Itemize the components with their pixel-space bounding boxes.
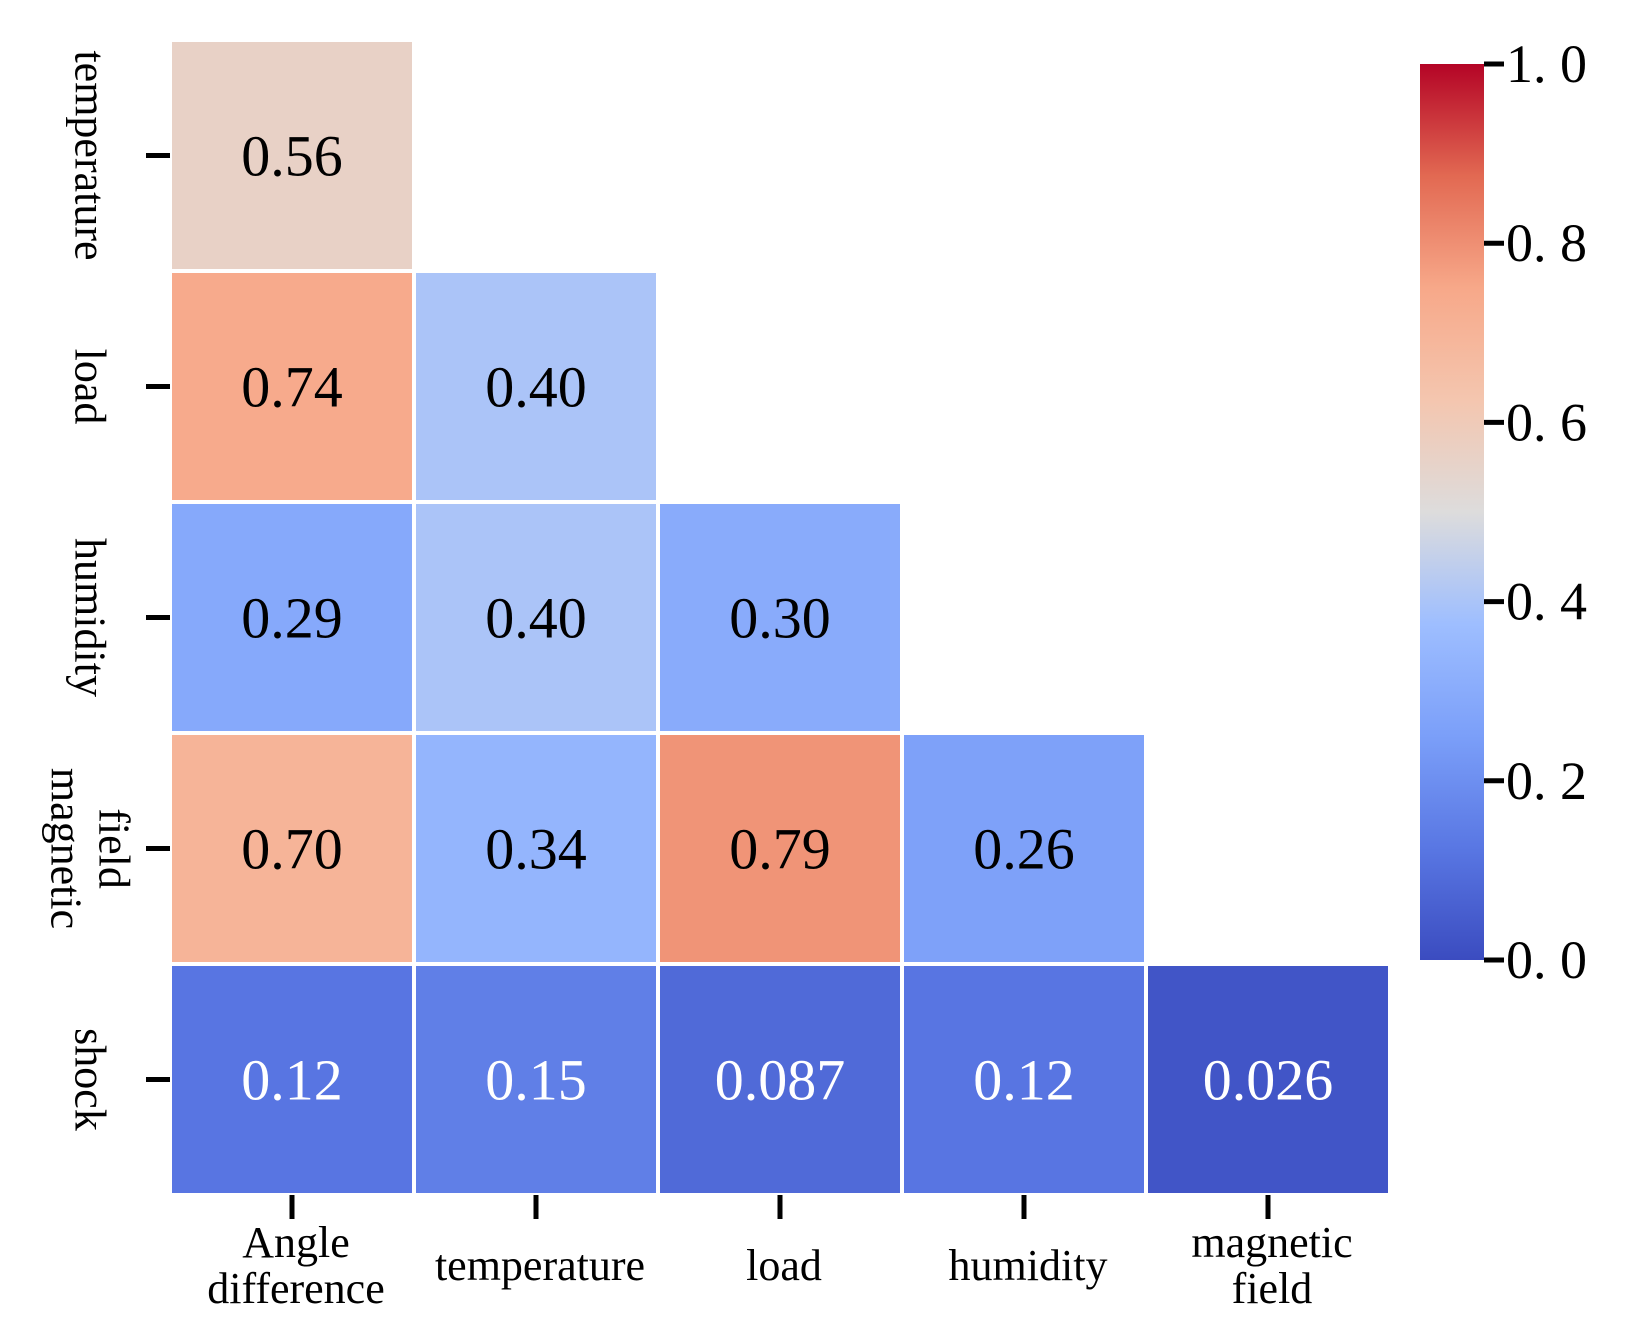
heatmap-cell-value: 0.26	[973, 817, 1075, 882]
heatmap-cell-labels: 0.56 0.74 0.40 0.29 0.40 0.30 0.70 0.34 0.79 0.26…	[241, 124, 1333, 1113]
y-tick-label: field	[90, 808, 139, 889]
x-tick-label: temperature	[435, 1241, 645, 1290]
y-axis: temperature load humidity magnetic field shoc…	[42, 50, 170, 1131]
heatmap-cell-value: 0.40	[485, 586, 587, 651]
colorbar-tick-label: 1. 0	[1506, 34, 1587, 94]
heatmap-cell	[412, 962, 660, 1197]
heatmap-cell-value: 0.29	[241, 586, 343, 651]
colorbar-tick-label: 0. 2	[1506, 751, 1587, 811]
x-tick-label: magnetic	[1191, 1218, 1352, 1267]
y-tick-label: magnetic	[42, 768, 91, 929]
heatmap-cell-value: 0.30	[729, 586, 831, 651]
colorbar: 0. 0 0. 2 0. 4 0. 6 0. 8 1. 0	[1420, 34, 1587, 990]
x-tick-label: difference	[207, 1264, 385, 1313]
heatmap-cell-value: 0.087	[715, 1048, 846, 1113]
heatmap-cell-value: 0.34	[485, 817, 587, 882]
heatmap-cell-value: 0.70	[241, 817, 343, 882]
colorbar-tick-label: 0. 6	[1506, 392, 1587, 452]
y-tick-label: load	[66, 349, 115, 425]
x-tick-label: field	[1232, 1264, 1313, 1313]
heatmap-cell-value: 0.12	[241, 1048, 343, 1113]
y-tick-label: temperature	[66, 50, 115, 260]
heatmap-cell	[900, 962, 1148, 1197]
heatmap-cell-value: 0.15	[485, 1048, 587, 1113]
colorbar-tick-label: 0. 8	[1506, 213, 1587, 273]
heatmap-cell-value: 0.026	[1203, 1048, 1334, 1113]
heatmap-cell	[900, 731, 1148, 966]
heatmap-cell-value: 0.56	[241, 124, 343, 189]
colorbar-gradient	[1420, 64, 1484, 960]
heatmap-cell	[656, 500, 904, 735]
x-tick-label: Angle	[242, 1218, 350, 1267]
y-tick-label: humidity	[66, 538, 115, 697]
heatmap-cell-value: 0.79	[729, 817, 831, 882]
heatmap-cell-value: 0.74	[241, 355, 343, 420]
heatmap-cell	[412, 269, 660, 504]
colorbar-tick-label: 0. 4	[1506, 572, 1587, 632]
heatmap-cell	[412, 731, 660, 966]
x-tick-label: load	[746, 1241, 822, 1290]
heatmap-cell	[168, 38, 416, 273]
heatmap-cell-value: 0.12	[973, 1048, 1075, 1113]
heatmap-cells	[168, 38, 1392, 1197]
colorbar-tick-label: 0. 0	[1506, 930, 1587, 990]
y-tick-label: shock	[66, 1028, 115, 1131]
heatmap-cell	[168, 269, 416, 504]
x-tick-label: humidity	[949, 1241, 1108, 1290]
heatmap-cell-value: 0.40	[485, 355, 587, 420]
